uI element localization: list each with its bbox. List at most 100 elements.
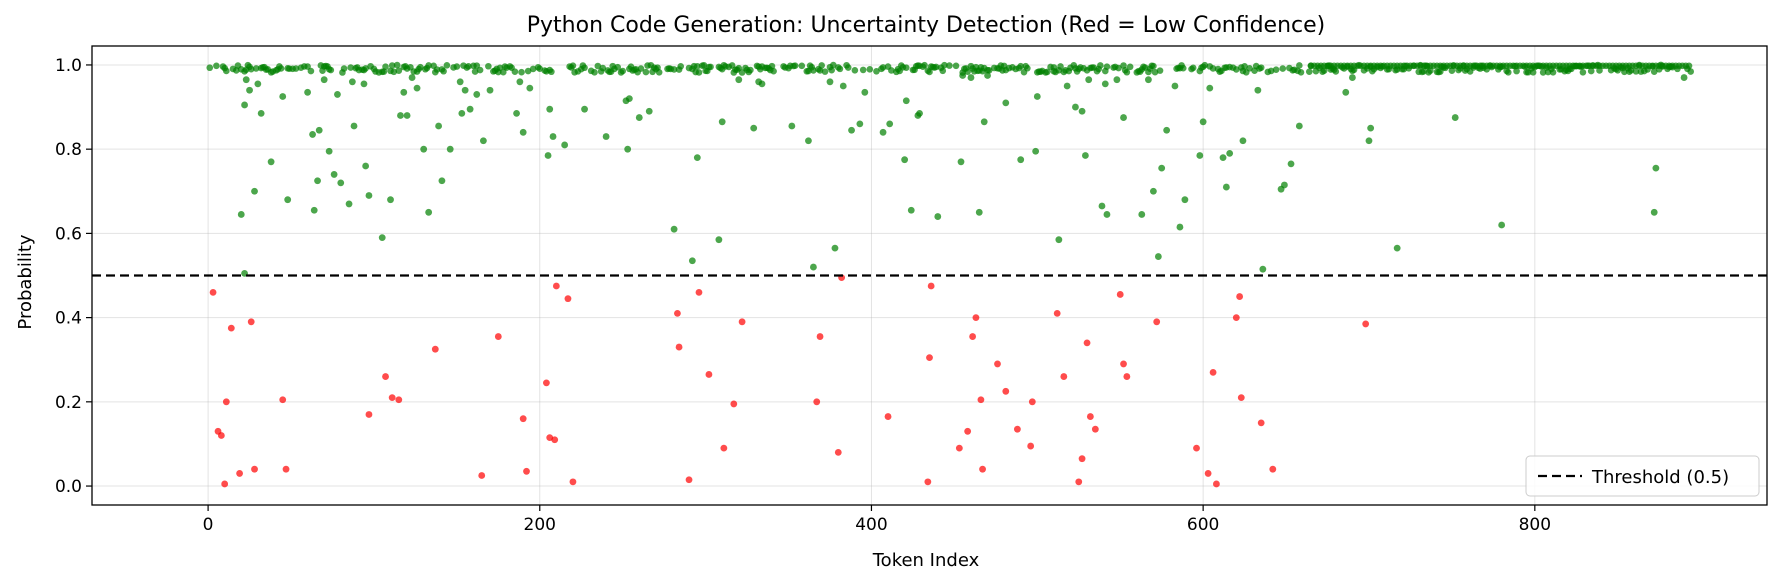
high-confidence-point <box>1150 62 1157 70</box>
high-confidence-point <box>1241 62 1248 70</box>
high-confidence-point <box>1123 68 1131 76</box>
high-confidence-point <box>340 65 348 72</box>
high-confidence-point <box>387 196 394 204</box>
low-confidence-point <box>1116 291 1124 298</box>
high-confidence-point <box>393 61 401 69</box>
high-confidence-point <box>655 68 663 76</box>
low-confidence-point <box>1237 394 1245 402</box>
low-confidence-point <box>834 448 842 456</box>
high-confidence-point <box>694 62 701 70</box>
x-tick-label: 200 <box>524 515 556 535</box>
low-confidence-point <box>431 345 439 353</box>
high-confidence-point <box>591 69 598 76</box>
high-confidence-point <box>417 63 424 71</box>
high-confidence-point <box>519 128 527 136</box>
high-confidence-point <box>1652 164 1660 172</box>
high-confidence-point <box>237 211 245 218</box>
low-confidence-point <box>979 465 986 473</box>
high-confidence-point <box>1342 88 1350 96</box>
low-confidence-point <box>1269 465 1277 473</box>
high-confidence-point <box>246 86 253 94</box>
high-confidence-point <box>1332 68 1340 75</box>
high-confidence-point <box>443 61 451 69</box>
low-confidence-point <box>1060 373 1068 380</box>
high-confidence-point <box>461 86 469 94</box>
x-tick-label: 600 <box>1187 515 1219 535</box>
high-confidence-point <box>526 84 534 92</box>
high-confidence-point <box>1201 61 1209 69</box>
high-confidence-point <box>758 80 766 88</box>
high-confidence-point <box>1033 93 1041 100</box>
high-confidence-point <box>907 206 915 214</box>
high-confidence-point <box>830 61 837 69</box>
high-confidence-point <box>1043 68 1051 76</box>
high-confidence-point <box>466 105 474 113</box>
high-confidence-point <box>390 68 398 76</box>
low-confidence-point <box>1153 318 1161 326</box>
y-tick-label: 0.6 <box>55 224 82 244</box>
high-confidence-point <box>1151 68 1159 76</box>
low-confidence-point <box>1027 442 1035 450</box>
high-confidence-point <box>334 91 341 98</box>
legend-box <box>1525 455 1760 497</box>
low-confidence-point <box>1236 293 1244 300</box>
high-confidence-point <box>511 68 519 75</box>
high-confidence-point <box>1179 64 1187 72</box>
high-confidence-point <box>513 109 520 117</box>
high-confidence-point <box>677 63 685 70</box>
high-confidence-point <box>816 67 824 74</box>
low-confidence-point <box>282 465 290 473</box>
low-confidence-point <box>972 314 980 322</box>
high-confidence-point <box>1002 99 1010 107</box>
high-confidence-point <box>1181 196 1189 204</box>
high-confidence-point <box>642 68 650 76</box>
high-confidence-point <box>453 63 461 70</box>
high-confidence-point <box>902 64 910 71</box>
high-confidence-point <box>473 91 481 98</box>
high-confidence-point <box>408 74 416 81</box>
high-confidence-point <box>1024 64 1031 72</box>
high-confidence-point <box>1513 67 1520 75</box>
high-confidence-point <box>388 62 396 69</box>
low-confidence-point <box>924 478 932 486</box>
low-confidence-point <box>695 288 703 296</box>
high-confidence-point <box>964 68 971 75</box>
low-confidence-point <box>1209 368 1217 376</box>
high-confidence-point <box>798 62 806 70</box>
x-axis-label: Token Index <box>872 550 980 571</box>
high-confidence-point <box>625 95 633 103</box>
high-confidence-point <box>619 67 626 75</box>
high-confidence-point <box>1189 64 1197 72</box>
high-confidence-point <box>921 61 928 69</box>
high-confidence-point <box>516 78 524 86</box>
low-confidence-point <box>1002 387 1010 395</box>
low-confidence-point <box>1083 339 1091 347</box>
y-tick-label: 0.4 <box>55 309 82 329</box>
low-confidence-point <box>247 318 255 326</box>
low-confidence-point <box>523 467 530 475</box>
low-confidence-point <box>730 400 738 408</box>
high-confidence-point <box>347 64 355 71</box>
high-confidence-point <box>365 192 373 199</box>
high-confidence-point <box>1254 86 1262 94</box>
high-confidence-point <box>926 68 933 76</box>
high-confidence-point <box>818 62 826 69</box>
high-confidence-point <box>362 162 370 170</box>
gridlines <box>92 46 1767 505</box>
high-confidence-point <box>886 120 894 128</box>
high-confidence-point <box>594 62 602 70</box>
high-confidence-point <box>1103 211 1111 218</box>
high-confidence-point <box>1393 244 1401 252</box>
high-confidence-point <box>438 177 446 185</box>
high-confidence-point <box>413 84 421 92</box>
low-confidence-point <box>1028 398 1036 406</box>
low-confidence-point <box>552 282 560 290</box>
high-confidence-point <box>1171 82 1179 90</box>
x-tick-label: 0 <box>203 515 214 535</box>
high-confidence-point <box>1145 76 1152 84</box>
low-confidence-point <box>675 343 683 351</box>
high-confidence-point <box>1097 62 1104 69</box>
high-confidence-point <box>581 105 588 113</box>
high-confidence-point <box>1199 118 1207 126</box>
high-confidence-point <box>456 78 464 86</box>
